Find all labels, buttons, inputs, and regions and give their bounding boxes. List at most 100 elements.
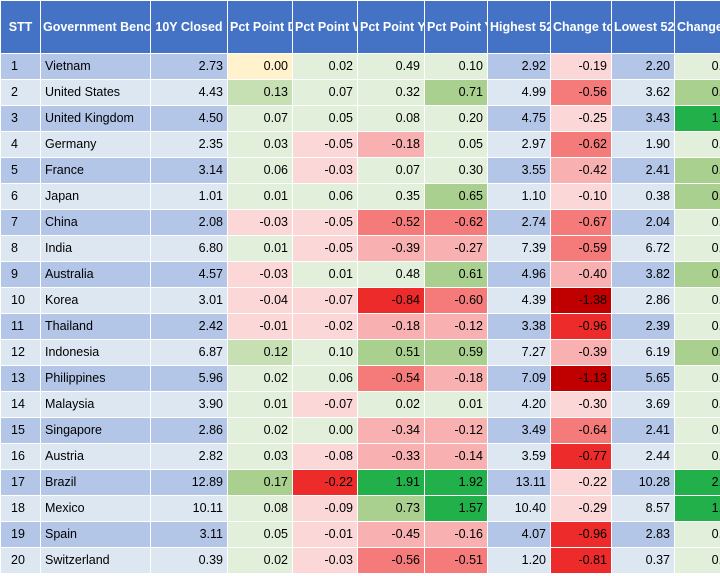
cell-stt: 17 xyxy=(0,469,41,496)
header-ytd: Pct Point YTD xyxy=(357,0,425,54)
header-low52: Lowest 52W xyxy=(611,0,675,54)
cell-high52: 7.39 xyxy=(487,235,551,262)
cell-high52: 2.97 xyxy=(487,131,551,158)
cell-high52: 4.75 xyxy=(487,105,551,132)
cell-low52: 3.43 xyxy=(611,105,675,132)
cell-ww: 0.01 xyxy=(292,261,358,288)
cell-ww: 0.00 xyxy=(292,417,358,444)
cell-closed: 4.57 xyxy=(150,261,228,288)
cell-low52: 2.20 xyxy=(611,53,675,80)
cell-chgL52: 0.74 xyxy=(674,261,720,288)
cell-closed: 2.08 xyxy=(150,209,228,236)
table-row: 9 Australia 4.57 -0.03 0.01 0.48 0.61 4.96 -0.40… xyxy=(0,261,720,288)
cell-ytd: 0.48 xyxy=(357,261,425,288)
cell-name: United Kingdom xyxy=(40,105,151,132)
cell-closed: 2.86 xyxy=(150,417,228,444)
cell-high52: 1.10 xyxy=(487,183,551,210)
cell-yy: -0.18 xyxy=(424,365,488,392)
cell-chgL52: 0.21 xyxy=(674,391,720,418)
table-row: 15 Singapore 2.86 0.02 0.00 -0.34 -0.12 3.49 -0.… xyxy=(0,417,720,444)
cell-chgH52: -0.59 xyxy=(550,235,612,262)
cell-name: Brazil xyxy=(40,469,151,496)
cell-ytd: -0.18 xyxy=(357,131,425,158)
cell-closed: 3.14 xyxy=(150,157,228,184)
cell-yy: 0.30 xyxy=(424,157,488,184)
cell-ww: -0.05 xyxy=(292,209,358,236)
cell-closed: 3.90 xyxy=(150,391,228,418)
table-row: 10 Korea 3.01 -0.04 -0.07 -0.84 -0.60 4.39 -1.38… xyxy=(0,287,720,314)
cell-dd: 0.02 xyxy=(227,417,293,444)
cell-yy: 0.65 xyxy=(424,183,488,210)
cell-high52: 2.92 xyxy=(487,53,551,80)
cell-chgL52: 0.38 xyxy=(674,443,720,470)
header-benchmark: Government Benchmark xyxy=(40,0,151,54)
cell-name: Vietnam xyxy=(40,53,151,80)
cell-name: Germany xyxy=(40,131,151,158)
cell-name: India xyxy=(40,235,151,262)
cell-chgL52: 0.14 xyxy=(674,287,720,314)
cell-yy: 0.71 xyxy=(424,79,488,106)
cell-stt: 1 xyxy=(0,53,41,80)
cell-ww: 0.02 xyxy=(292,53,358,80)
cell-closed: 0.39 xyxy=(150,547,228,574)
cell-chgL52: 2.61 xyxy=(674,469,720,496)
cell-name: Thailand xyxy=(40,313,151,340)
cell-dd: -0.03 xyxy=(227,209,293,236)
cell-chgL52: 1.54 xyxy=(674,495,720,522)
table-row: 19 Spain 3.11 0.05 -0.01 -0.45 -0.16 4.07 -0.96 2… xyxy=(0,521,720,548)
cell-ytd: 1.91 xyxy=(357,469,425,496)
cell-name: Philippines xyxy=(40,365,151,392)
table-row: 16 Austria 2.82 0.03 -0.08 -0.33 -0.14 3.59 -0.7… xyxy=(0,443,720,470)
cell-high52: 7.27 xyxy=(487,339,551,366)
cell-high52: 13.11 xyxy=(487,469,551,496)
cell-stt: 5 xyxy=(0,157,41,184)
header-chg-h52: Change to H52W xyxy=(550,0,612,54)
cell-closed: 2.35 xyxy=(150,131,228,158)
table-row: 17 Brazil 12.89 0.17 -0.22 1.91 1.92 13.11 -0.22… xyxy=(0,469,720,496)
cell-dd: -0.01 xyxy=(227,313,293,340)
header-dd: Pct Point D/D xyxy=(227,0,293,54)
cell-ww: -0.22 xyxy=(292,469,358,496)
cell-ww: -0.07 xyxy=(292,287,358,314)
table-row: 4 Germany 2.35 0.03 -0.05 -0.18 0.05 2.97 -0.62 1… xyxy=(0,131,720,158)
cell-high52: 3.38 xyxy=(487,313,551,340)
cell-low52: 2.86 xyxy=(611,287,675,314)
cell-name: Spain xyxy=(40,521,151,548)
cell-dd: 0.06 xyxy=(227,157,293,184)
cell-name: Switzerland xyxy=(40,547,151,574)
cell-name: Austria xyxy=(40,443,151,470)
table-row: 5 France 3.14 0.06 -0.03 0.07 0.30 3.55 -0.42 2.4… xyxy=(0,157,720,184)
cell-dd: 0.13 xyxy=(227,79,293,106)
table-row: 20 Switzerland 0.39 0.02 -0.03 -0.56 -0.51 1.20… xyxy=(0,547,720,574)
cell-ytd: -0.34 xyxy=(357,417,425,444)
cell-closed: 2.82 xyxy=(150,443,228,470)
cell-chgL52: 0.31 xyxy=(674,365,720,392)
cell-dd: -0.03 xyxy=(227,261,293,288)
cell-closed: 3.11 xyxy=(150,521,228,548)
cell-low52: 1.90 xyxy=(611,131,675,158)
table-row: 7 China 2.08 -0.03 -0.05 -0.52 -0.62 2.74 -0.67 2… xyxy=(0,209,720,236)
cell-chgH52: -0.19 xyxy=(550,53,612,80)
cell-chgH52: -1.13 xyxy=(550,365,612,392)
cell-chgH52: -0.56 xyxy=(550,79,612,106)
cell-dd: 0.02 xyxy=(227,365,293,392)
cell-yy: 0.10 xyxy=(424,53,488,80)
cell-chgL52: 0.73 xyxy=(674,157,720,184)
cell-ww: -0.09 xyxy=(292,495,358,522)
cell-chgL52: 0.08 xyxy=(674,235,720,262)
cell-ww: 0.10 xyxy=(292,339,358,366)
cell-closed: 6.80 xyxy=(150,235,228,262)
cell-ytd: -0.18 xyxy=(357,313,425,340)
cell-low52: 3.69 xyxy=(611,391,675,418)
cell-name: France xyxy=(40,157,151,184)
cell-stt: 11 xyxy=(0,313,41,340)
cell-dd: 0.03 xyxy=(227,131,293,158)
cell-chgH52: -0.30 xyxy=(550,391,612,418)
cell-stt: 18 xyxy=(0,495,41,522)
cell-name: Japan xyxy=(40,183,151,210)
cell-chgL52: 0.69 xyxy=(674,339,720,366)
cell-low52: 3.62 xyxy=(611,79,675,106)
table-row: 2 United States 4.43 0.13 0.07 0.32 0.71 4.99 -0… xyxy=(0,79,720,106)
table-row: 8 India 6.80 0.01 -0.05 -0.39 -0.27 7.39 -0.59 6.… xyxy=(0,235,720,262)
